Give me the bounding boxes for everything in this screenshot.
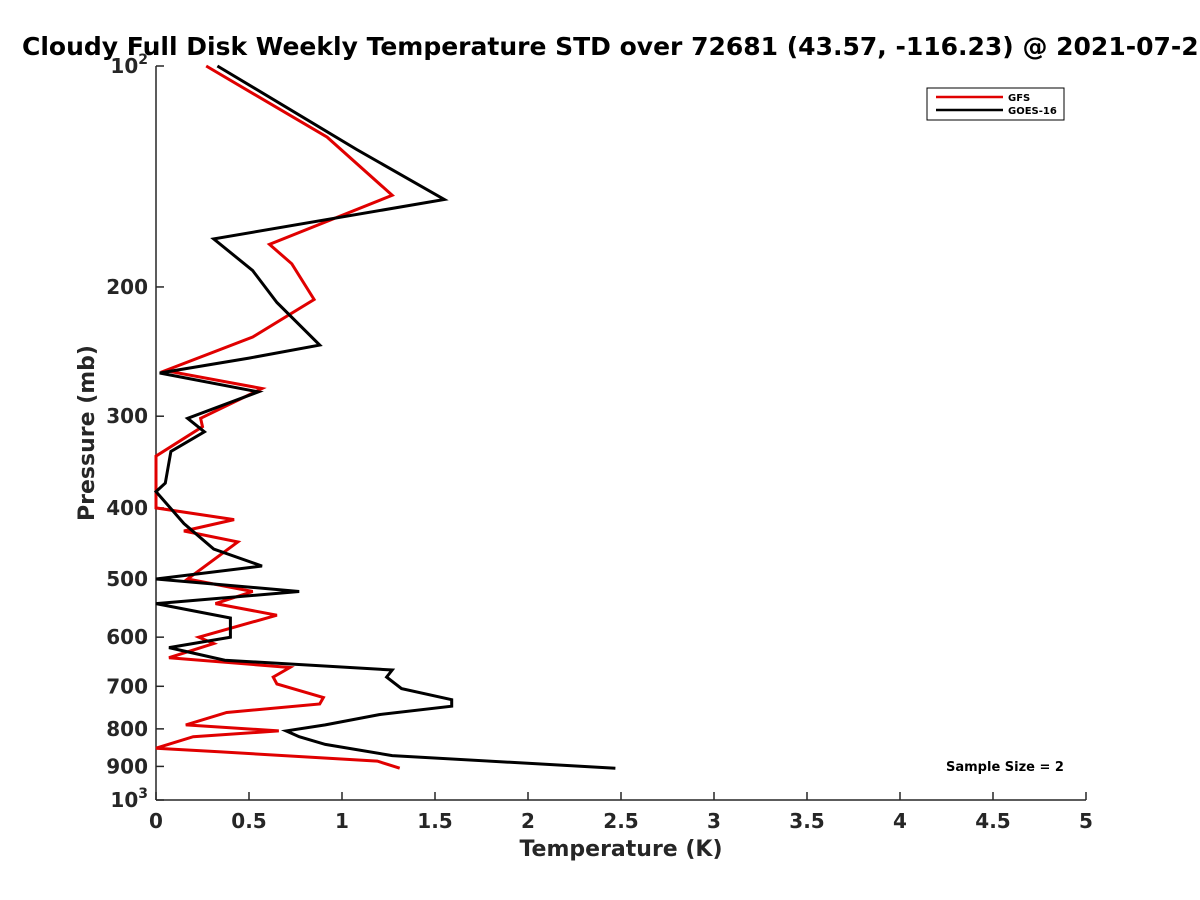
legend: GFS GOES-16 bbox=[926, 87, 1065, 121]
chart-title: Cloudy Full Disk Weekly Temperature STD … bbox=[22, 32, 1199, 61]
x-tick-label: 1.5 bbox=[417, 809, 452, 833]
y-tick-label: 900 bbox=[106, 754, 148, 778]
x-tick-label: 1 bbox=[335, 809, 349, 833]
x-tick-label: 3 bbox=[707, 809, 721, 833]
x-tick-label: 2 bbox=[521, 809, 535, 833]
y-tick-label: 700 bbox=[106, 674, 148, 698]
sample-size-annotation: Sample Size = 2 bbox=[946, 760, 1064, 775]
x-tick-label: 4 bbox=[893, 809, 907, 833]
x-tick-label: 0.5 bbox=[231, 809, 266, 833]
y-tick-label: 500 bbox=[106, 567, 148, 591]
x-tick-label: 5 bbox=[1079, 809, 1093, 833]
y-axis-label: Pressure (mb) bbox=[75, 345, 100, 521]
y-tick-label: 103 bbox=[110, 786, 148, 812]
x-tick-label: 3.5 bbox=[789, 809, 824, 833]
x-tick-label: 4.5 bbox=[975, 809, 1010, 833]
y-tick-label: 200 bbox=[106, 275, 148, 299]
x-tick-label: 2.5 bbox=[603, 809, 638, 833]
x-ticks: 0 0.5 1 1.5 2 2.5 3 3.5 4 4.5 5 bbox=[149, 792, 1093, 833]
series-line-goes16 bbox=[153, 64, 616, 770]
y-tick-label: 600 bbox=[106, 625, 148, 649]
series-layer bbox=[153, 64, 616, 770]
legend-label-goes16: GOES-16 bbox=[1008, 106, 1057, 117]
legend-box bbox=[926, 87, 1065, 121]
x-tick-label: 0 bbox=[149, 809, 163, 833]
y-tick-label: 102 bbox=[110, 52, 148, 78]
y-tick-label: 300 bbox=[106, 404, 148, 428]
legend-label-gfs: GFS bbox=[1008, 93, 1030, 104]
y-ticks: 102 200 300 400 500 600 700 800 900 103 bbox=[106, 52, 164, 812]
y-tick-label: 800 bbox=[106, 717, 148, 741]
y-tick-label: 400 bbox=[106, 496, 148, 520]
x-axis-label: Temperature (K) bbox=[519, 837, 722, 862]
